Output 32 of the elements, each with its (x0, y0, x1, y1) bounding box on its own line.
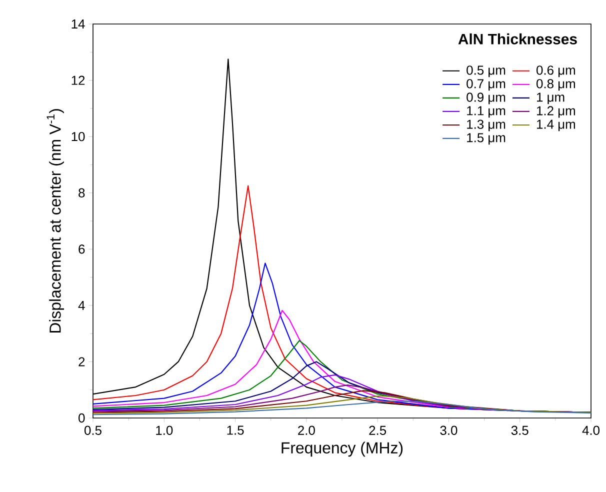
legend-label: 0.9 μm (466, 92, 506, 104)
y-axis-title: Displacement at center (nm V$^{-1}$) (46, 109, 64, 333)
line-series (93, 400, 592, 416)
x-tick-label: 2.0 (298, 426, 315, 435)
x-axis-title: Frequency (MHz) (282, 442, 403, 457)
legend-label: 0.7 μm (466, 79, 506, 91)
y-tick-label: 4 (78, 300, 85, 310)
y-tick-label: 10 (72, 132, 85, 142)
y-tick-label: 14 (72, 20, 85, 28)
x-tick-label: 1.0 (156, 426, 173, 435)
x-tick-label: 2.5 (369, 426, 386, 435)
x-tick-label: 0.5 (84, 426, 102, 435)
legend-label: 1.2 μm (536, 106, 575, 118)
legend-label: 0.8 μm (536, 79, 575, 91)
legend-label: 1 μm (536, 92, 564, 104)
x-tick-label: 1.5 (227, 426, 244, 435)
y-tick-label: 0 (78, 413, 85, 423)
y-tick-label: 2 (78, 357, 85, 366)
x-tick-label: 4.0 (582, 426, 600, 435)
x-tick-label: 3.5 (511, 426, 528, 435)
y-tick-label: 12 (72, 76, 85, 85)
line-series (93, 395, 592, 414)
legend-label: 1.4 μm (536, 120, 575, 132)
y-tick-label: 8 (78, 188, 85, 198)
y-tick-label: 6 (78, 244, 85, 254)
legend-label: 0.6 μm (536, 66, 575, 78)
legend-label: 0.5 μm (466, 66, 506, 78)
legend-title: AlN Thicknesses (458, 33, 577, 44)
x-tick-label: 3.0 (440, 426, 458, 435)
legend-label: 1.3 μm (467, 120, 506, 132)
legend-label: 1.5 μm (467, 133, 506, 145)
legend-label: 1.1 μm (467, 106, 506, 118)
